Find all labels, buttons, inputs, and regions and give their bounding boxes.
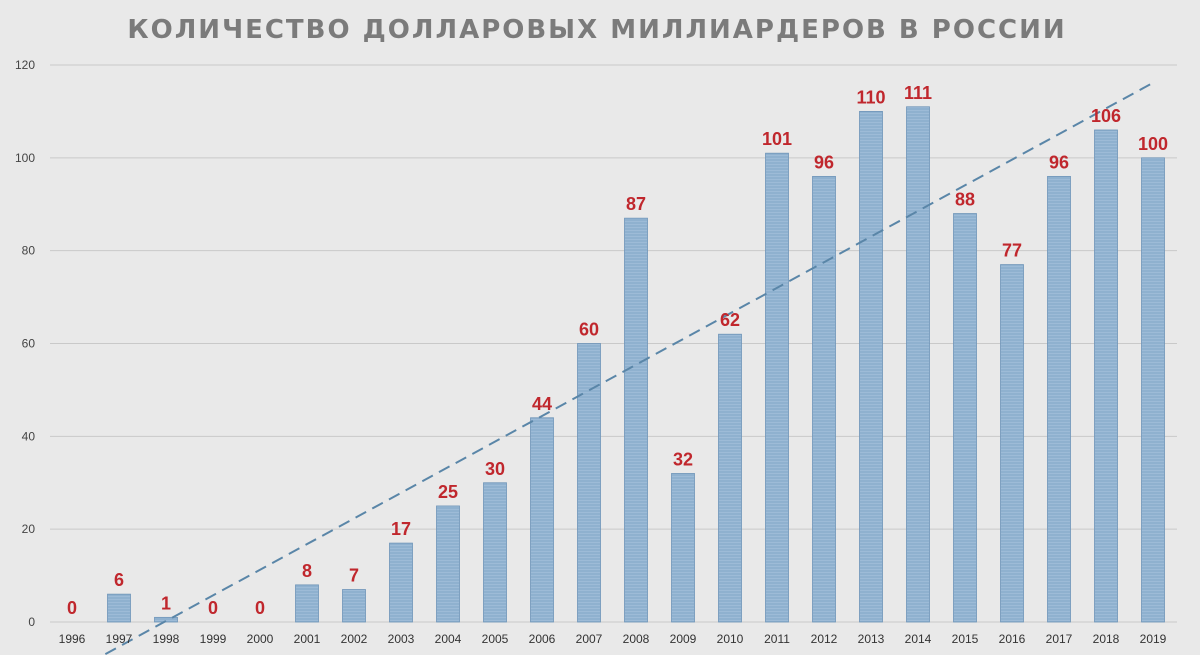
bar [530,417,554,623]
x-tick-label: 2000 [247,632,274,646]
data-label: 106 [1091,106,1121,126]
data-label: 0 [255,598,265,618]
bar [483,482,507,623]
x-tick-label: 1996 [59,632,86,646]
data-label: 60 [579,320,599,340]
data-label: 7 [349,566,359,586]
data-label: 30 [485,459,505,479]
y-tick-label: 60 [22,337,36,351]
y-tick-label: 20 [22,522,36,536]
y-tick-label: 0 [28,615,35,629]
data-label: 8 [302,561,312,581]
data-label: 0 [208,598,218,618]
x-tick-label: 2001 [294,632,321,646]
x-tick-label: 2015 [952,632,979,646]
x-tick-label: 2002 [341,632,368,646]
data-label: 6 [114,570,124,590]
x-tick-label: 1999 [200,632,227,646]
x-tick-label: 2016 [999,632,1026,646]
bar [1000,264,1024,623]
x-tick-label: 2009 [670,632,697,646]
data-label: 32 [673,449,693,469]
x-tick-label: 2011 [764,632,790,646]
trend-line [101,81,1154,655]
y-tick-label: 40 [22,429,36,443]
y-tick-label: 120 [15,58,35,72]
x-tick-label: 2007 [576,632,603,646]
x-tick-label: 1997 [106,632,133,646]
y-tick-label: 100 [15,151,35,165]
trend-layer [101,81,1154,655]
data-label: 87 [626,194,646,214]
x-tick-label: 2018 [1093,632,1120,646]
data-label: 77 [1002,241,1022,261]
data-label: 96 [814,152,834,172]
y-tick-label: 80 [22,244,36,258]
bar [577,343,601,623]
bar [342,589,366,623]
x-tick-label: 2006 [529,632,556,646]
bar [812,175,836,623]
x-tick-label: 2019 [1140,632,1167,646]
bar [718,333,742,623]
grid-layer [50,64,1177,623]
bar [436,505,460,623]
x-tick-label: 2014 [905,632,932,646]
data-label: 88 [955,190,975,210]
data-label: 25 [438,482,458,502]
bar [1094,129,1118,623]
x-tick-label: 2013 [858,632,885,646]
bar [1141,157,1165,623]
data-label: 101 [762,129,792,149]
bar [295,584,319,623]
x-tick-label: 2004 [435,632,462,646]
bar [859,111,883,623]
bar [953,213,977,623]
data-label: 0 [67,598,77,618]
bar [1047,175,1071,623]
data-label: 96 [1049,152,1069,172]
bar [671,473,695,623]
bar [765,152,789,623]
bar [107,593,131,623]
data-label: 17 [391,519,411,539]
bar-layer [107,106,1165,623]
bar [389,542,413,623]
x-tick-label: 2005 [482,632,509,646]
data-label: 1 [161,593,171,613]
data-label: 62 [720,310,740,330]
x-tick-label: 2010 [717,632,744,646]
x-tick-label: 2003 [388,632,415,646]
x-tick-label: 2017 [1046,632,1073,646]
data-label: 44 [532,394,552,414]
bar [906,106,930,623]
bar [624,217,648,623]
x-tick-label: 2008 [623,632,650,646]
x-tick-label: 2012 [811,632,838,646]
chart-title: КОЛИЧЕСТВО ДОЛЛАРОВЫХ МИЛЛИАРДЕРОВ В РОС… [127,15,1066,45]
data-label: 110 [856,87,885,107]
data-label: 111 [904,83,932,103]
x-tick-label: 1998 [153,632,180,646]
data-label: 100 [1138,134,1168,154]
